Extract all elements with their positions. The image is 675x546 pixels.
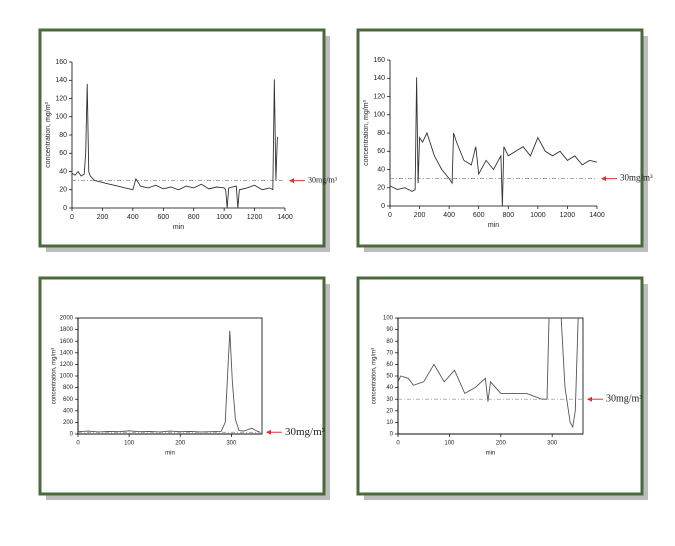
- x-tick-label: 0: [388, 212, 392, 219]
- y-tick-label: 10: [386, 420, 393, 426]
- y-tick-label: 120: [373, 93, 385, 100]
- x-tick-label: 100: [444, 441, 455, 447]
- x-axis-label: min: [488, 222, 499, 229]
- x-tick-label: 1200: [560, 212, 576, 219]
- y-tick-label: 40: [377, 166, 385, 173]
- x-tick-label: 0: [70, 214, 74, 221]
- y-tick-label: 600: [63, 397, 74, 403]
- y-tick-label: 60: [386, 362, 393, 368]
- y-tick-label: 2000: [60, 316, 74, 322]
- y-axis-label: concentration, mg/m³: [372, 348, 378, 404]
- series-line: [72, 79, 278, 208]
- x-tick-label: 800: [502, 212, 514, 219]
- y-tick-label: 140: [373, 75, 385, 82]
- x-tick-label: 1000: [530, 212, 546, 219]
- y-axis-label: concentration, mg/m³: [52, 348, 58, 404]
- x-axis-label: min: [165, 451, 175, 457]
- y-tick-label: 1600: [60, 339, 74, 345]
- arrow-head: [587, 396, 592, 402]
- y-tick-label: 200: [63, 420, 74, 426]
- x-tick-label: 200: [175, 441, 186, 447]
- y-tick-label: 60: [377, 148, 385, 155]
- x-tick-label: 300: [547, 441, 558, 447]
- x-tick-label: 0: [76, 441, 80, 447]
- y-tick-label: 1800: [60, 327, 74, 333]
- arrow-head: [289, 178, 294, 184]
- arrow-head: [266, 429, 271, 435]
- x-tick-label: 600: [473, 212, 485, 219]
- x-tick-label: 1400: [589, 212, 605, 219]
- y-tick-label: 80: [59, 132, 67, 139]
- y-tick-label: 100: [373, 112, 385, 119]
- x-tick-label: 300: [226, 441, 237, 447]
- x-tick-label: 200: [97, 214, 109, 221]
- y-tick-label: 160: [373, 57, 385, 64]
- y-tick-label: 60: [59, 150, 67, 157]
- x-tick-label: 600: [157, 214, 169, 221]
- x-tick-label: 1000: [216, 214, 232, 221]
- series-line: [398, 318, 579, 429]
- y-tick-label: 30: [386, 397, 393, 403]
- x-tick-label: 800: [188, 214, 200, 221]
- y-tick-label: 100: [55, 114, 67, 121]
- y-tick-label: 1200: [60, 362, 74, 368]
- y-tick-label: 800: [63, 385, 74, 391]
- panel-frame: [356, 28, 644, 248]
- series-line: [78, 330, 260, 433]
- y-tick-label: 80: [386, 339, 393, 345]
- x-tick-label: 400: [127, 214, 139, 221]
- y-tick-label: 40: [386, 385, 393, 391]
- y-tick-label: 400: [63, 408, 74, 414]
- y-tick-label: 1400: [60, 350, 74, 356]
- y-tick-label: 0: [390, 432, 394, 438]
- y-tick-label: 50: [386, 374, 393, 380]
- arrow-head: [601, 176, 606, 182]
- x-tick-label: 200: [414, 212, 426, 219]
- y-tick-label: 40: [59, 168, 67, 175]
- y-tick-label: 120: [55, 95, 67, 102]
- panel-frame: [356, 276, 644, 496]
- y-tick-label: 160: [55, 59, 67, 66]
- x-axis-label: min: [486, 451, 496, 457]
- x-tick-label: 400: [443, 212, 455, 219]
- x-tick-label: 0: [396, 441, 400, 447]
- x-tick-label: 100: [124, 441, 135, 447]
- y-tick-label: 0: [381, 203, 385, 210]
- y-axis-label: concentration, mg/m³: [45, 101, 52, 167]
- threshold-label: 30mg/m³: [620, 173, 653, 183]
- y-tick-label: 20: [377, 185, 385, 192]
- x-axis-label: min: [173, 224, 184, 231]
- y-tick-label: 0: [63, 205, 67, 212]
- y-tick-label: 70: [386, 350, 393, 356]
- y-tick-label: 90: [386, 327, 393, 333]
- y-tick-label: 140: [55, 77, 67, 84]
- y-tick-label: 100: [383, 316, 394, 322]
- threshold-label: 30mg/m³: [285, 426, 326, 438]
- panel-frame: [38, 28, 326, 248]
- y-tick-label: 80: [377, 130, 385, 137]
- y-tick-label: 0: [70, 432, 74, 438]
- x-tick-label: 1400: [277, 214, 293, 221]
- y-tick-label: 1000: [60, 374, 74, 380]
- threshold-label: 30mg/m³: [308, 175, 338, 184]
- x-tick-label: 200: [496, 441, 507, 447]
- x-tick-label: 1200: [247, 214, 263, 221]
- panel-frame: [38, 276, 326, 496]
- threshold-label: 30mg/m³: [606, 393, 642, 404]
- y-tick-label: 20: [59, 187, 67, 194]
- series-line: [390, 77, 597, 206]
- y-axis-label: concentration, mg/m³: [363, 99, 370, 165]
- y-tick-label: 20: [386, 408, 393, 414]
